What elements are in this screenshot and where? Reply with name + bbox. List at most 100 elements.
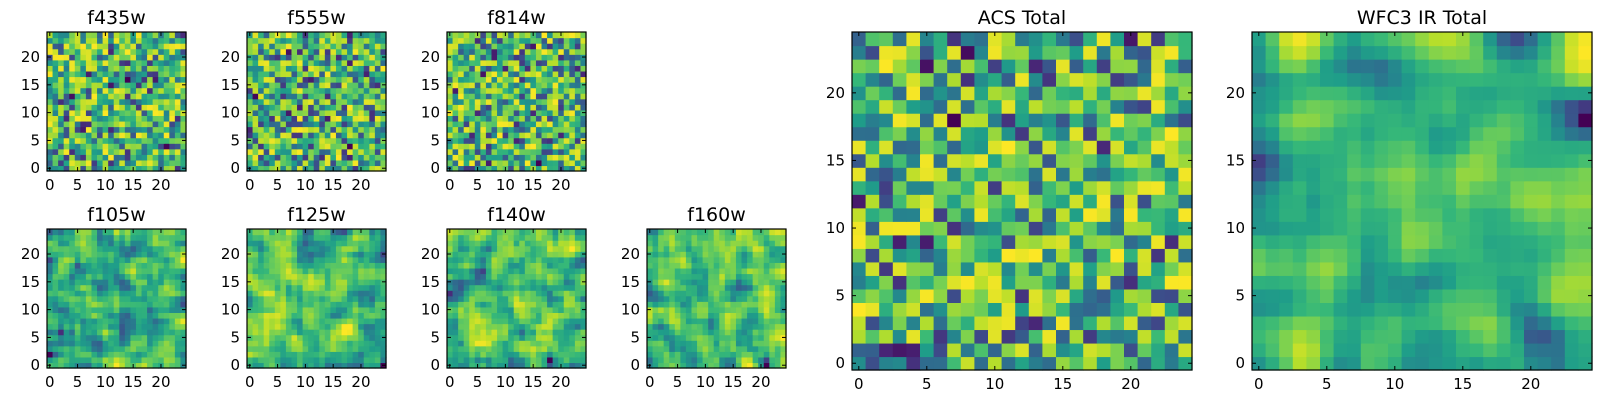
heatmap-cell — [180, 245, 187, 252]
heatmap-cell — [530, 329, 537, 336]
heatmap-cell — [1178, 207, 1193, 222]
heatmap-cell — [324, 148, 331, 155]
heatmap-cell — [1028, 261, 1043, 276]
heatmap-cell — [474, 312, 481, 319]
heatmap-cell — [1164, 194, 1179, 209]
heatmap-cell — [363, 306, 370, 313]
heatmap-cell — [252, 295, 259, 302]
heatmap-cell — [458, 251, 465, 258]
heatmap-cell — [135, 132, 143, 139]
heatmap-cell — [680, 240, 687, 247]
heatmap-cell — [358, 295, 365, 302]
heatmap-cell — [91, 109, 98, 116]
heatmap-cell — [58, 284, 65, 291]
heatmap-cell — [452, 345, 459, 352]
heatmap-cell — [141, 165, 148, 172]
heatmap-cell — [358, 351, 365, 358]
heatmap-cell — [920, 221, 935, 236]
heatmap-cell — [519, 351, 526, 358]
heatmap-cell — [563, 279, 570, 286]
heatmap-cell — [547, 329, 554, 336]
heatmap-cell — [180, 284, 187, 291]
heatmap-cell — [85, 48, 93, 55]
heatmap-cell — [747, 273, 754, 280]
heatmap-cell — [563, 159, 570, 167]
heatmap-cell — [541, 109, 548, 116]
heatmap-cell — [879, 329, 894, 344]
heatmap-cell — [547, 143, 554, 150]
heatmap-cell — [663, 290, 670, 297]
heatmap-cell — [663, 284, 670, 291]
heatmap-cell — [563, 267, 570, 275]
heatmap-cell — [135, 267, 143, 275]
heatmap-cell — [258, 65, 265, 72]
heatmap-cell — [147, 356, 154, 364]
heatmap-cell — [1151, 194, 1166, 209]
heatmap-cell — [530, 262, 537, 269]
heatmap-cell — [513, 120, 520, 128]
heatmap-cell — [524, 279, 531, 286]
heatmap-cell — [124, 279, 131, 286]
heatmap-cell — [1015, 207, 1030, 222]
heatmap-cell — [485, 356, 493, 364]
heatmap-cell — [80, 240, 87, 247]
heatmap-cell — [163, 240, 170, 247]
heatmap-cell — [74, 267, 81, 275]
heatmap-cell — [691, 273, 698, 280]
heatmap-cell — [569, 301, 576, 308]
heatmap-cell — [652, 340, 659, 347]
heatmap-cell — [1137, 329, 1152, 344]
heatmap-cell — [735, 240, 743, 247]
heatmap-cell — [147, 32, 154, 39]
heatmap-cell — [141, 126, 148, 133]
heatmap-cell — [147, 126, 154, 133]
heatmap-cell — [519, 323, 526, 330]
heatmap-cell — [374, 284, 382, 291]
heatmap-cell — [735, 256, 743, 263]
heatmap-cell — [63, 115, 70, 122]
heatmap-cell — [263, 37, 270, 44]
heatmap-cell — [563, 93, 570, 100]
heatmap-cell — [524, 351, 531, 358]
heatmap-cell — [113, 137, 120, 144]
heatmap-cell — [163, 126, 170, 133]
heatmap-cell — [108, 290, 115, 297]
heatmap-cell — [352, 290, 359, 297]
heatmap-cell — [163, 93, 170, 100]
heatmap-cell — [647, 317, 654, 325]
heatmap-cell — [702, 351, 709, 358]
heatmap-cell — [58, 87, 65, 94]
heatmap-cell — [319, 115, 326, 122]
heatmap-cell — [697, 362, 704, 369]
heatmap-cell — [85, 137, 93, 144]
heatmap-cell — [1069, 248, 1084, 263]
heatmap-cell — [563, 104, 570, 111]
heatmap-cell — [308, 120, 315, 128]
heatmap-cell — [491, 165, 498, 172]
heatmap-cell — [141, 148, 148, 155]
heatmap-cell — [463, 87, 470, 94]
heatmap-cell — [180, 154, 187, 161]
heatmap-cell — [674, 323, 681, 330]
heatmap-cell — [513, 312, 520, 319]
heatmap-cell — [1110, 342, 1125, 358]
heatmap-cell — [141, 245, 148, 252]
heatmap-cell — [369, 312, 376, 319]
heatmap-cell — [374, 240, 382, 247]
heatmap-cell — [163, 115, 170, 122]
heatmap-cell — [1042, 180, 1057, 195]
heatmap-cell — [291, 284, 298, 291]
heatmap-cell — [297, 284, 304, 291]
heatmap-cell — [52, 251, 59, 258]
heatmap-cell — [152, 279, 159, 286]
heatmap-cell — [463, 229, 470, 236]
heatmap-cell — [519, 109, 526, 116]
heatmap-cell — [291, 329, 298, 336]
heatmap-cell — [552, 295, 559, 302]
heatmap-cell — [58, 256, 65, 263]
heatmap-cell — [85, 148, 93, 155]
heatmap-cell — [352, 256, 359, 263]
heatmap-cell — [769, 351, 776, 358]
